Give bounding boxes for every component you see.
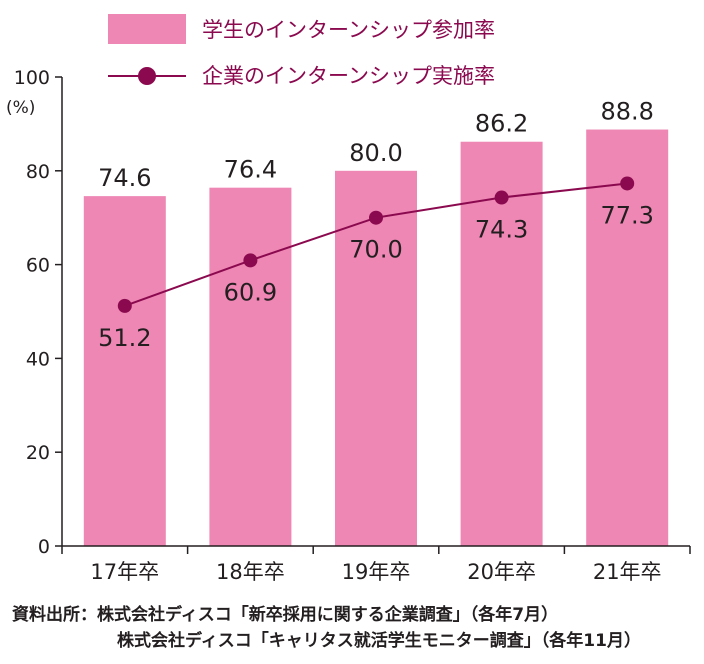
bar-5 <box>586 129 669 546</box>
y-tick-label-40: 40 <box>26 348 50 370</box>
axes: 0 20 40 60 80 100 17年卒 18年卒 19年卒 20年卒 21年卒 <box>14 67 691 584</box>
line-value-label-5: 77.3 <box>600 201 653 229</box>
bar-value-label-2: 76.4 <box>224 156 277 184</box>
y-tick-label-0: 0 <box>38 536 50 558</box>
legend-line-marker <box>138 67 156 85</box>
bar-2 <box>209 187 292 546</box>
y-tick-label-100: 100 <box>14 67 50 89</box>
legend-label-line: 企業のインターンシップ実施率 <box>202 64 495 88</box>
line-series <box>117 176 635 313</box>
legend-bar-swatch <box>108 14 186 44</box>
bar-1 <box>83 196 166 546</box>
bar-value-label-1: 74.6 <box>98 164 151 192</box>
x-tick-label-5: 21年卒 <box>593 560 662 584</box>
legend: 学生のインターンシップ参加率 企業のインターンシップ実施率 <box>108 14 495 88</box>
line-point-3 <box>369 210 383 225</box>
x-tick-label-3: 19年卒 <box>342 560 411 584</box>
x-tick-label-1: 17年卒 <box>90 560 159 584</box>
bar-4 <box>460 141 543 547</box>
line-point-1 <box>117 298 132 313</box>
line-value-label-1: 51.2 <box>98 324 151 352</box>
line-value-label-2: 60.9 <box>224 278 277 306</box>
line-point-4 <box>494 190 509 205</box>
y-axis-unit: (%) <box>6 98 35 118</box>
line-point-2 <box>243 253 258 268</box>
bar-labels: 74.6 76.4 80.0 86.2 88.8 <box>98 98 654 193</box>
source-line-2: 株式会社ディスコ「キャリタス就活学生モニター調査」（各年11月） <box>117 631 641 651</box>
line-point-5 <box>620 176 635 191</box>
bar-value-label-5: 88.8 <box>600 98 653 126</box>
legend-label-bar: 学生のインターンシップ参加率 <box>202 18 495 42</box>
bars <box>83 129 669 547</box>
line-value-label-4: 74.3 <box>475 216 528 244</box>
y-tick-label-60: 60 <box>26 255 50 277</box>
source-line-1: 資料出所：株式会社ディスコ「新卒採用に関する企業調査」（各年7月） <box>12 605 559 625</box>
line-labels: 51.2 60.9 70.0 74.3 77.3 <box>98 201 654 351</box>
bar-value-label-4: 86.2 <box>475 110 528 138</box>
line-value-label-3: 70.0 <box>349 236 402 264</box>
y-tick-label-80: 80 <box>26 161 50 183</box>
x-tick-label-4: 20年卒 <box>467 560 536 584</box>
y-tick-label-20: 20 <box>26 442 50 464</box>
bar-3 <box>335 170 417 547</box>
bar-value-label-3: 80.0 <box>349 139 402 167</box>
x-tick-label-2: 18年卒 <box>216 560 285 584</box>
